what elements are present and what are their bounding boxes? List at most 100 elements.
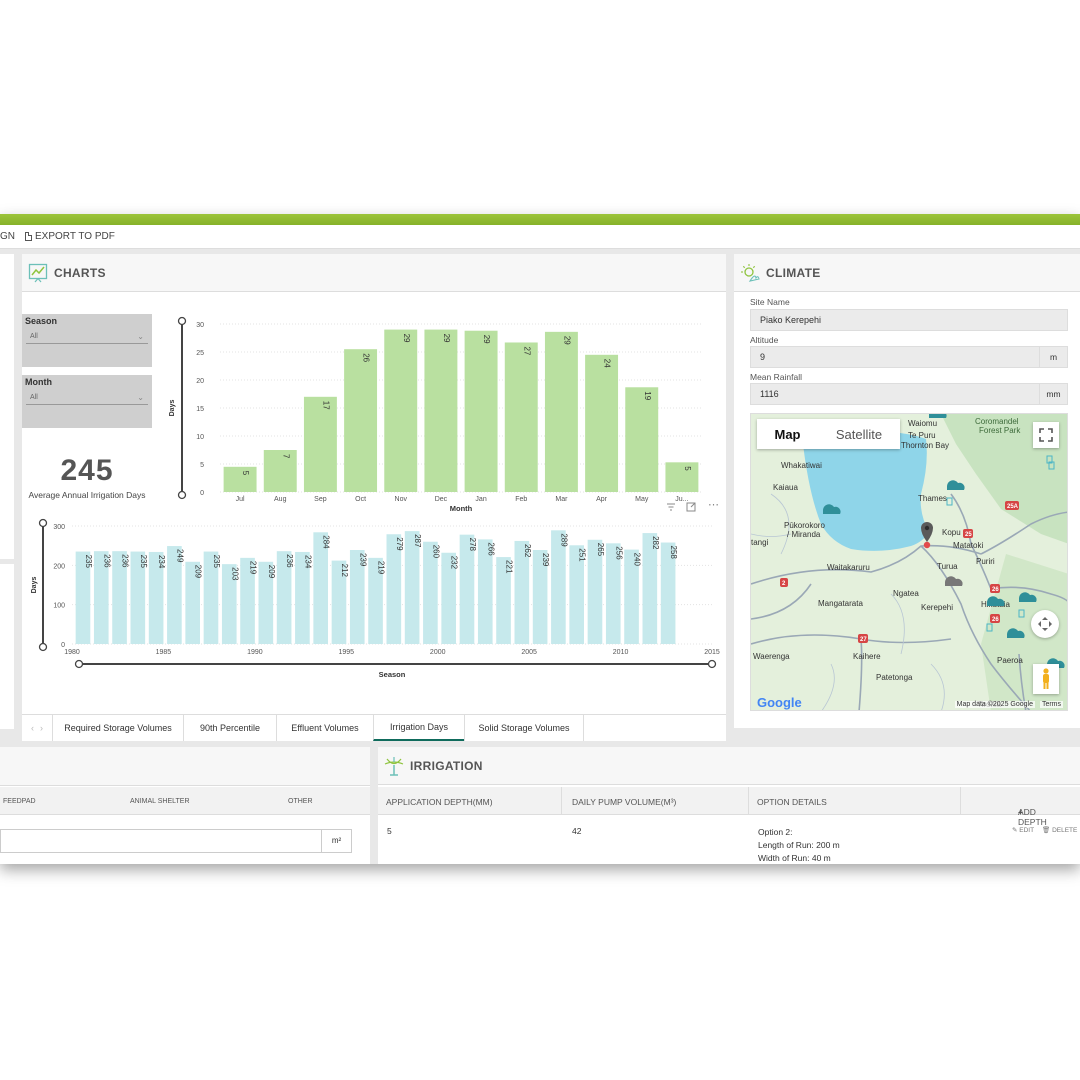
- data-label: 235: [84, 555, 93, 569]
- data-label: 284: [322, 535, 331, 549]
- map-pan-control[interactable]: [1031, 610, 1059, 638]
- map-terms-link[interactable]: Terms: [1039, 701, 1063, 708]
- y-tick-label: 100: [53, 603, 65, 610]
- data-label: 17: [321, 401, 330, 410]
- site-name-field[interactable]: Piako Kerepehi: [750, 309, 1068, 331]
- bar: [625, 387, 659, 492]
- toolbar: GN EXPORT TO PDF: [0, 225, 1080, 249]
- bar: [642, 533, 658, 644]
- col-daily-pump-volume: DAILY PUMP VOLUME(M³): [572, 797, 677, 807]
- tab-required-storage-volumes[interactable]: Required Storage Volumes: [52, 715, 183, 741]
- charts-panel: CHARTS Season All ⌄ Month All ⌄ 245 Aver…: [22, 254, 726, 741]
- altitude-field[interactable]: 9 m: [750, 346, 1068, 368]
- data-label: 5: [683, 466, 692, 471]
- bar: [185, 561, 200, 644]
- svg-text:Turua: Turua: [937, 562, 958, 571]
- x-tick-label: Sep: [314, 496, 327, 503]
- street-view-button[interactable]: [1033, 664, 1059, 694]
- bar: [295, 551, 310, 644]
- tab-90th-percentile[interactable]: 90th Percentile: [183, 715, 276, 741]
- season-filter: Season All ⌄: [22, 314, 152, 367]
- x-tick-label: Jan: [475, 496, 486, 503]
- bar: [93, 551, 109, 644]
- data-label: 262: [523, 544, 532, 558]
- chevron-right-icon[interactable]: ›: [40, 723, 43, 733]
- y-tick-label: 25: [196, 350, 204, 357]
- chevron-down-icon: ⌄: [137, 393, 144, 402]
- bar: [368, 557, 383, 644]
- svg-text:Paeroa: Paeroa: [997, 656, 1023, 665]
- data-label: 29: [562, 336, 571, 345]
- data-label: 278: [468, 538, 477, 552]
- chevron-left-icon[interactable]: ‹: [31, 723, 34, 733]
- tab-irrigation-days[interactable]: Irrigation Days: [373, 715, 464, 741]
- bar: [75, 551, 91, 644]
- export-pdf-button[interactable]: EXPORT TO PDF: [25, 231, 115, 242]
- tab-solid-storage-volumes[interactable]: Solid Storage Volumes: [464, 715, 584, 741]
- slider-handle: [177, 490, 187, 500]
- option-detail-line: Width of Run: 40 m: [758, 853, 831, 863]
- trash-icon: 🗑: [1042, 827, 1051, 834]
- month-filter: Month All ⌄: [22, 375, 152, 428]
- area-input[interactable]: m²: [0, 829, 352, 853]
- delete-button[interactable]: 🗑 DELETE: [1042, 826, 1077, 834]
- svg-text:Te Puru: Te Puru: [908, 431, 936, 440]
- rainfall-field[interactable]: 1116 mm: [750, 383, 1068, 405]
- map-tab[interactable]: Map: [774, 426, 801, 442]
- month-dropdown[interactable]: All ⌄: [26, 391, 148, 405]
- col-application-depth: APPLICATION DEPTH(MM): [386, 797, 493, 807]
- x-tick-label: Mar: [555, 496, 568, 503]
- charts-header: CHARTS: [22, 254, 726, 292]
- col-other: OTHER: [288, 798, 313, 805]
- svg-text:Coromandel: Coromandel: [975, 417, 1019, 426]
- irrigation-title: IRRIGATION: [410, 758, 483, 773]
- climate-map[interactable]: 25A 25 26 2 27 26 Coromandel Forest Park…: [750, 413, 1068, 711]
- map-canvas[interactable]: 25A 25 26 2 27 26 Coromandel Forest Park…: [751, 414, 1068, 711]
- data-label: 219: [249, 561, 258, 575]
- svg-text:Kaiaua: Kaiaua: [773, 483, 798, 492]
- data-label: 236: [102, 554, 111, 568]
- table-row: 5 42 Option 2: Length of Run: 200 m Widt…: [378, 816, 1080, 864]
- site-name-label: Site Name: [750, 297, 790, 307]
- fullscreen-icon: [1039, 428, 1053, 442]
- visual-menu: ⋯: [664, 499, 724, 514]
- google-logo[interactable]: Google: [757, 695, 802, 710]
- x-tick-label: 1985: [156, 649, 172, 656]
- rainfall-label: Mean Rainfall: [750, 372, 802, 382]
- col-animal-shelter: ANIMAL SHELTER: [130, 798, 190, 805]
- x-tick-label: Aug: [274, 496, 287, 503]
- bar: [303, 396, 337, 492]
- data-label: 256: [614, 546, 623, 560]
- svg-text:Kaihere: Kaihere: [853, 652, 881, 661]
- data-label: 249: [175, 549, 184, 563]
- more-options-icon[interactable]: ⋯: [708, 499, 719, 511]
- season-dropdown[interactable]: All ⌄: [26, 330, 148, 344]
- data-label: 209: [194, 565, 203, 579]
- season-filter-label: Season: [25, 316, 58, 326]
- bar: [569, 545, 584, 644]
- edit-button[interactable]: ✎ EDIT: [1012, 826, 1034, 834]
- svg-text:Puriri: Puriri: [976, 557, 995, 566]
- data-label: 232: [450, 556, 459, 570]
- data-label: 235: [139, 555, 148, 569]
- toolbar-truncated-button[interactable]: GN: [0, 231, 15, 242]
- data-label: 5: [241, 471, 250, 476]
- data-label: 260: [431, 545, 440, 559]
- pump-volume-value: 42: [572, 826, 582, 836]
- satellite-tab[interactable]: Satellite: [835, 426, 883, 442]
- tab-effluent-volumes[interactable]: Effluent Volumes: [276, 715, 373, 741]
- focus-mode-icon[interactable]: [686, 502, 696, 512]
- altitude-unit: m: [1039, 347, 1067, 367]
- filter-icon[interactable]: [666, 502, 676, 512]
- x-tick-label: 2015: [704, 649, 720, 656]
- bar: [587, 539, 603, 644]
- kpi-value: 245: [60, 454, 114, 487]
- x-tick-label: Nov: [395, 496, 408, 503]
- fullscreen-button[interactable]: [1033, 422, 1059, 448]
- climate-icon: [741, 263, 760, 282]
- x-axis-title: Month: [450, 504, 473, 513]
- monthly-irrigation-chart: 0 5 10 15 20 25 30 Days 5 Jul 7 Aug 17 Sep 26 Oct 29 Nov 2…: [169, 316, 702, 513]
- pencil-icon: ✎: [1012, 827, 1018, 834]
- data-label: 240: [633, 553, 642, 567]
- option-detail-line: Option 2:: [758, 827, 793, 837]
